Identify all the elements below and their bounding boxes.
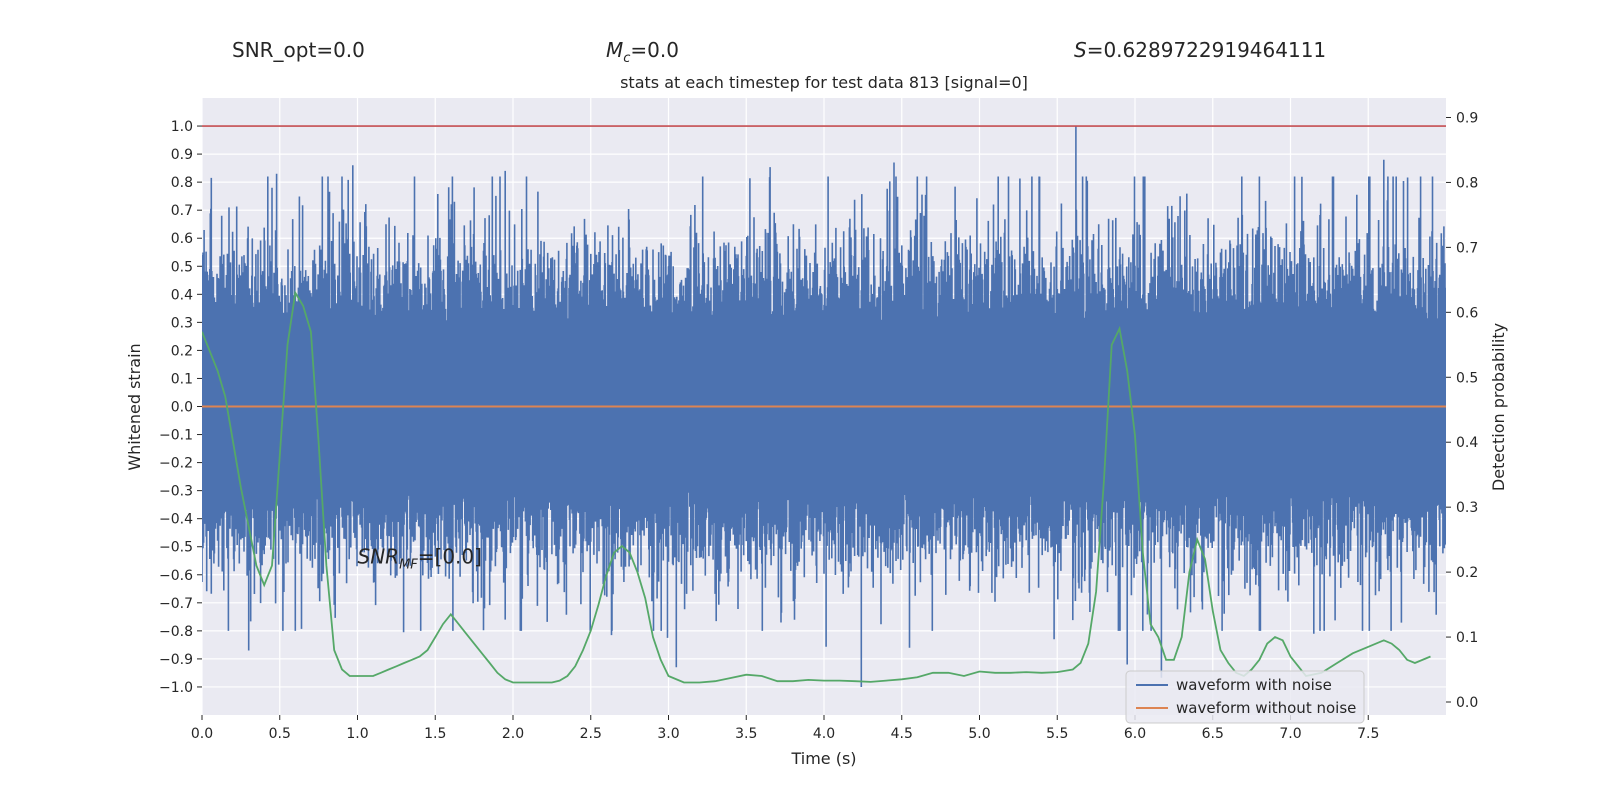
x-axis-ticks: 0.0 0.5 1.0 1.5 2.0 2.5 3.0 3.5 4.0 4.5 5.0 5.5 6.0 6… bbox=[191, 715, 1379, 742]
x-tick-label: 2.5 bbox=[580, 726, 602, 742]
x-tick-label: 0.0 bbox=[191, 726, 213, 742]
y-tick-label: 0.8 bbox=[171, 175, 193, 191]
snr-mf-main: SNR bbox=[358, 545, 400, 569]
x-tick-label: 3.5 bbox=[735, 726, 757, 742]
y2-tick-label: 0.1 bbox=[1456, 630, 1478, 646]
snr-opt-label: SNR_opt=0.0 bbox=[232, 38, 365, 62]
chirp-mass-label: Mc=0.0 bbox=[606, 38, 679, 66]
y2-tick-label: 0.5 bbox=[1456, 370, 1478, 386]
x-tick-label: 6.0 bbox=[1124, 726, 1146, 742]
y2-axis-label: Detection probability bbox=[1489, 323, 1508, 491]
snr-mf-annotation: SNRMF=[0.0] bbox=[358, 545, 482, 573]
x-tick-label: 4.5 bbox=[891, 726, 913, 742]
snr-mf-subscript: MF bbox=[399, 558, 418, 573]
s-statistic-label: S=0.6289722919464111 bbox=[1074, 38, 1326, 62]
legend-box bbox=[1125, 670, 1365, 724]
chirp-mass-symbol: M bbox=[606, 38, 624, 62]
y2-tick-label: 0.9 bbox=[1456, 110, 1478, 126]
legend-item-noisy: waveform with noise bbox=[1176, 676, 1332, 694]
y-tick-label: −1.0 bbox=[159, 680, 193, 696]
y2-tick-label: 0.7 bbox=[1456, 240, 1478, 256]
chirp-mass-subscript: c bbox=[623, 51, 631, 66]
y-tick-label: 1.0 bbox=[171, 119, 193, 135]
x-tick-label: 5.0 bbox=[968, 726, 990, 742]
y-axis-label: Whitened strain bbox=[125, 343, 144, 470]
chirp-mass-value: =0.0 bbox=[630, 38, 679, 62]
legend: waveform with noise waveform without noi… bbox=[1125, 670, 1365, 724]
snr-mf-value: =[0.0] bbox=[418, 545, 482, 569]
y-tick-label: −0.8 bbox=[159, 624, 193, 640]
y-tick-label: 0.6 bbox=[171, 231, 193, 247]
x-tick-label: 1.0 bbox=[346, 726, 368, 742]
y-tick-label: 0.2 bbox=[171, 343, 193, 359]
right-axis-ticks: 0.9 0.8 0.7 0.6 0.5 0.4 0.3 0.2 0.1 0.0 bbox=[1446, 110, 1478, 711]
y2-tick-label: 0.2 bbox=[1456, 565, 1478, 581]
y2-tick-label: 0.8 bbox=[1456, 175, 1478, 191]
series-layer bbox=[202, 125, 1446, 687]
y2-tick-label: 0.3 bbox=[1456, 500, 1478, 516]
y-tick-label: −0.2 bbox=[159, 456, 193, 472]
x-tick-label: 3.0 bbox=[657, 726, 679, 742]
x-tick-label: 4.0 bbox=[813, 726, 835, 742]
x-tick-label: 6.5 bbox=[1202, 726, 1224, 742]
y-tick-label: −0.4 bbox=[159, 512, 193, 528]
x-axis-label: Time (s) bbox=[790, 749, 856, 768]
y-tick-label: 0.9 bbox=[171, 147, 193, 163]
y-tick-label: −0.1 bbox=[159, 428, 193, 444]
y2-tick-label: 0.6 bbox=[1456, 305, 1478, 321]
s-statistic-value: =0.6289722919464111 bbox=[1086, 38, 1327, 62]
s-statistic-symbol: S bbox=[1074, 38, 1087, 62]
y-tick-label: −0.3 bbox=[159, 484, 193, 500]
y-tick-label: 0.1 bbox=[171, 371, 193, 387]
y-tick-label: −0.7 bbox=[159, 596, 193, 612]
legend-item-clean: waveform without noise bbox=[1176, 699, 1356, 717]
x-tick-label: 5.5 bbox=[1046, 726, 1068, 742]
x-tick-label: 7.5 bbox=[1357, 726, 1379, 742]
y-tick-label: 0.3 bbox=[171, 315, 193, 331]
y-tick-label: −0.5 bbox=[159, 540, 193, 556]
y-tick-label: 0.7 bbox=[171, 203, 193, 219]
x-tick-label: 0.5 bbox=[269, 726, 291, 742]
x-tick-label: 2.0 bbox=[502, 726, 524, 742]
y-tick-label: −0.6 bbox=[159, 568, 193, 584]
x-tick-label: 7.0 bbox=[1279, 726, 1301, 742]
left-axis-ticks: 1.0 0.9 0.8 0.7 0.6 0.5 0.4 0.3 0.2 0.1 0.0 −0.1 −0.… bbox=[159, 119, 202, 696]
y-tick-label: 0.5 bbox=[171, 259, 193, 275]
y2-tick-label: 0.4 bbox=[1456, 435, 1478, 451]
series-detection-probability bbox=[202, 290, 1431, 684]
y-tick-label: 0.4 bbox=[171, 287, 193, 303]
y2-tick-label: 0.0 bbox=[1456, 695, 1478, 711]
y-tick-label: −0.9 bbox=[159, 652, 193, 668]
y-tick-label: 0.0 bbox=[171, 400, 193, 416]
chart-title: stats at each timestep for test data 813… bbox=[620, 73, 1028, 92]
x-tick-label: 1.5 bbox=[424, 726, 446, 742]
